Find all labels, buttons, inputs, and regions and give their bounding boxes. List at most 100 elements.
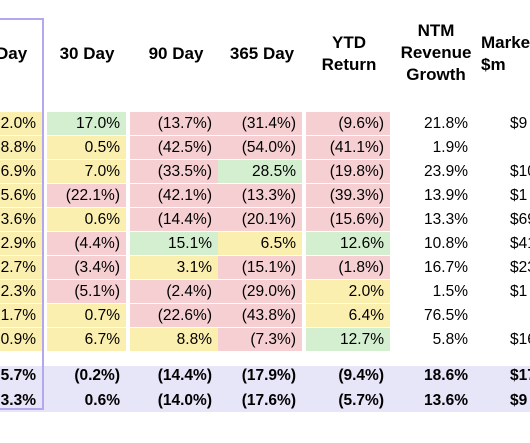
day-column-highlight (0, 18, 44, 410)
summary-cell-d365: (17.6%) (241, 392, 296, 409)
rows-cell-ntm: 13.9% (424, 187, 468, 204)
rows-row: 5.6% (22.1%) (42.1%) (13.3%) (39.3%) 13.9% $1 (0, 184, 530, 207)
rows-row: 2.3% (5.1%) (2.4%) (29.0%) 2.0% 1.5% $1 (0, 280, 530, 303)
header-ntm-revenue-growth: NTM Revenue Growth (400, 21, 472, 84)
rows-cell-ytd: (1.8%) (306, 256, 390, 279)
rows-cell-d90: 3.1% (130, 256, 218, 279)
rows-cell-mcap (474, 136, 530, 159)
rows-cell-ytd: (19.8%) (306, 160, 390, 183)
rows-cell-mcap: $1 (510, 187, 528, 204)
rows-row: 2.9%(4.4%)15.1%6.5%12.6% 10.8% $41 (0, 232, 530, 255)
rows-cell-d30: 17.0% (47, 112, 126, 135)
summary-cell-ntm: 18.6% (424, 367, 468, 384)
rows-cell-ntm: 13.3% (424, 211, 468, 228)
rows-cell-d30: (4.4%) (47, 232, 126, 255)
rows-cell-d30: 0.7% (47, 304, 126, 327)
rows-cell-day: 2.0% (0, 112, 42, 135)
rows-cell-d365: (20.1%) (218, 208, 302, 231)
rows-cell-ntm: 21.8% (424, 115, 468, 132)
rows-cell-ytd: (41.1%) (306, 136, 390, 159)
rows-cell-day: 5.6% (0, 184, 42, 207)
rows-cell-d30: (5.1%) (47, 280, 126, 303)
rows-cell-ntm: 23.9% (424, 163, 468, 180)
rows-cell-day: 0.9% (0, 328, 42, 351)
rows-cell-d365: (31.4%) (218, 112, 302, 135)
rows-cell-mcap: $41 (510, 235, 530, 252)
rows-cell-mcap (474, 304, 530, 327)
rows-cell-ntm: 76.5% (424, 307, 468, 324)
rows-cell-ytd: (39.3%) (306, 184, 390, 207)
rows-cell-ntm: 16.7% (424, 259, 468, 276)
rows-cell-ytd: 2.0% (306, 280, 390, 303)
rows-cell-d90: (13.7%) (130, 112, 218, 135)
rows-cell-ytd: (9.6%) (306, 112, 390, 135)
summary-cell-d30: (0.2%) (74, 367, 120, 384)
rows-cell-d365: 28.5% (218, 160, 302, 183)
rows-cell-d30: 6.7% (47, 328, 126, 351)
header-365-day: 365 Day (229, 44, 295, 63)
rows-cell-day: 1.7% (0, 304, 42, 327)
rows-cell-day: 2.3% (0, 280, 42, 303)
summary-cell-mcap: $9 (510, 392, 528, 409)
rows-cell-ntm: 1.9% (432, 139, 468, 156)
rows-cell-mcap: $23 (510, 259, 530, 276)
summary-cell-ytd: (5.7%) (338, 392, 384, 409)
rows-cell-d90: (42.5%) (130, 136, 218, 159)
summary-cell-ytd: (9.4%) (338, 367, 384, 384)
rows-cell-day: 2.7% (0, 256, 42, 279)
summary-cell-mcap: $17 (510, 367, 530, 384)
rows-cell-mcap: $69 (510, 211, 530, 228)
rows-cell-mcap: $1 (510, 283, 528, 300)
rows-cell-d90: (22.6%) (130, 304, 218, 327)
rows-cell-d365: (15.1%) (218, 256, 302, 279)
header-day: Day (0, 44, 28, 63)
rows-cell-d30: 7.0% (47, 160, 126, 183)
rows-row: 3.6%0.6%(14.4%)(20.1%)(15.6%) 13.3% $69 (0, 208, 530, 231)
rows-cell-mcap: $10 (510, 163, 530, 180)
rows-row: 2.7%(3.4%)3.1%(15.1%)(1.8%) 16.7% $23 (0, 256, 530, 279)
rows-row: 1.7% 0.7% (22.6%) (43.8%) 6.4% 76.5% (0, 304, 530, 327)
rows-cell-d90: (33.5%) (130, 160, 218, 183)
summary-cell-d365: (17.9%) (241, 367, 296, 384)
rows-cell-day: 6.9% (0, 160, 42, 183)
rows-cell-d90: 15.1% (130, 232, 218, 255)
rows-cell-d90: 8.8% (130, 328, 218, 351)
rows-cell-d365: (54.0%) (218, 136, 302, 159)
rows-cell-d30: 0.5% (47, 136, 126, 159)
rows-cell-mcap: $16 (510, 331, 530, 348)
rows-cell-ytd: 12.6% (306, 232, 390, 255)
header-market-cap: Market $m (481, 33, 530, 74)
rows-cell-day: 3.6% (0, 208, 42, 231)
rows-cell-d365: (29.0%) (218, 280, 302, 303)
summary-cell-day: 5.7% (0, 367, 36, 384)
rows-row: 0.9%6.7%8.8%(7.3%)12.7% 5.8% $16 (0, 328, 530, 351)
summary-band (0, 366, 530, 412)
rows-cell-mcap: $9 (510, 115, 528, 132)
rows-cell-d365: (13.3%) (218, 184, 302, 207)
rows-cell-ytd: 12.7% (306, 328, 390, 351)
rows-cell-d90: (42.1%) (130, 184, 218, 207)
rows-cell-d365: (43.8%) (218, 304, 302, 327)
rows-cell-ntm: 5.8% (432, 331, 468, 348)
summary-row: 3.3% 0.6% (14.0%) (17.6%) (5.7%) 13.6% $9 (0, 389, 530, 412)
rows-cell-d365: 6.5% (218, 232, 302, 255)
rows-cell-d90: (2.4%) (130, 280, 218, 303)
rows-cell-d30: 0.6% (47, 208, 126, 231)
summary-cell-day: 3.3% (0, 392, 36, 409)
summary-cell-ntm: 13.6% (424, 392, 468, 409)
rows-cell-d30: (22.1%) (47, 184, 126, 207)
rows-cell-ytd: 6.4% (306, 304, 390, 327)
rows-cell-d30: (3.4%) (47, 256, 126, 279)
summary-cell-d90: (14.4%) (157, 367, 212, 384)
rows-cell-ytd: (15.6%) (306, 208, 390, 231)
rows-row: 2.0% 17.0% (13.7%) (31.4%) (9.6%) 21.8% $9 (0, 112, 530, 135)
header-ytd-return: YTD Return (321, 33, 377, 74)
rows-cell-ntm: 1.5% (432, 283, 468, 300)
rows-row: 8.8% 0.5% (42.5%) (54.0%) (41.1%) 1.9% (0, 136, 530, 159)
rows-row: 6.9%7.0%(33.5%)28.5%(19.8%) 23.9% $10 (0, 160, 530, 183)
rows-cell-d90: (14.4%) (130, 208, 218, 231)
rows-cell-day: 2.9% (0, 232, 42, 255)
summary-row: 5.7% (0.2%) (14.4%) (17.9%) (9.4%) 18.6% $17 (0, 364, 530, 387)
rows-cell-d365: (7.3%) (218, 328, 302, 351)
